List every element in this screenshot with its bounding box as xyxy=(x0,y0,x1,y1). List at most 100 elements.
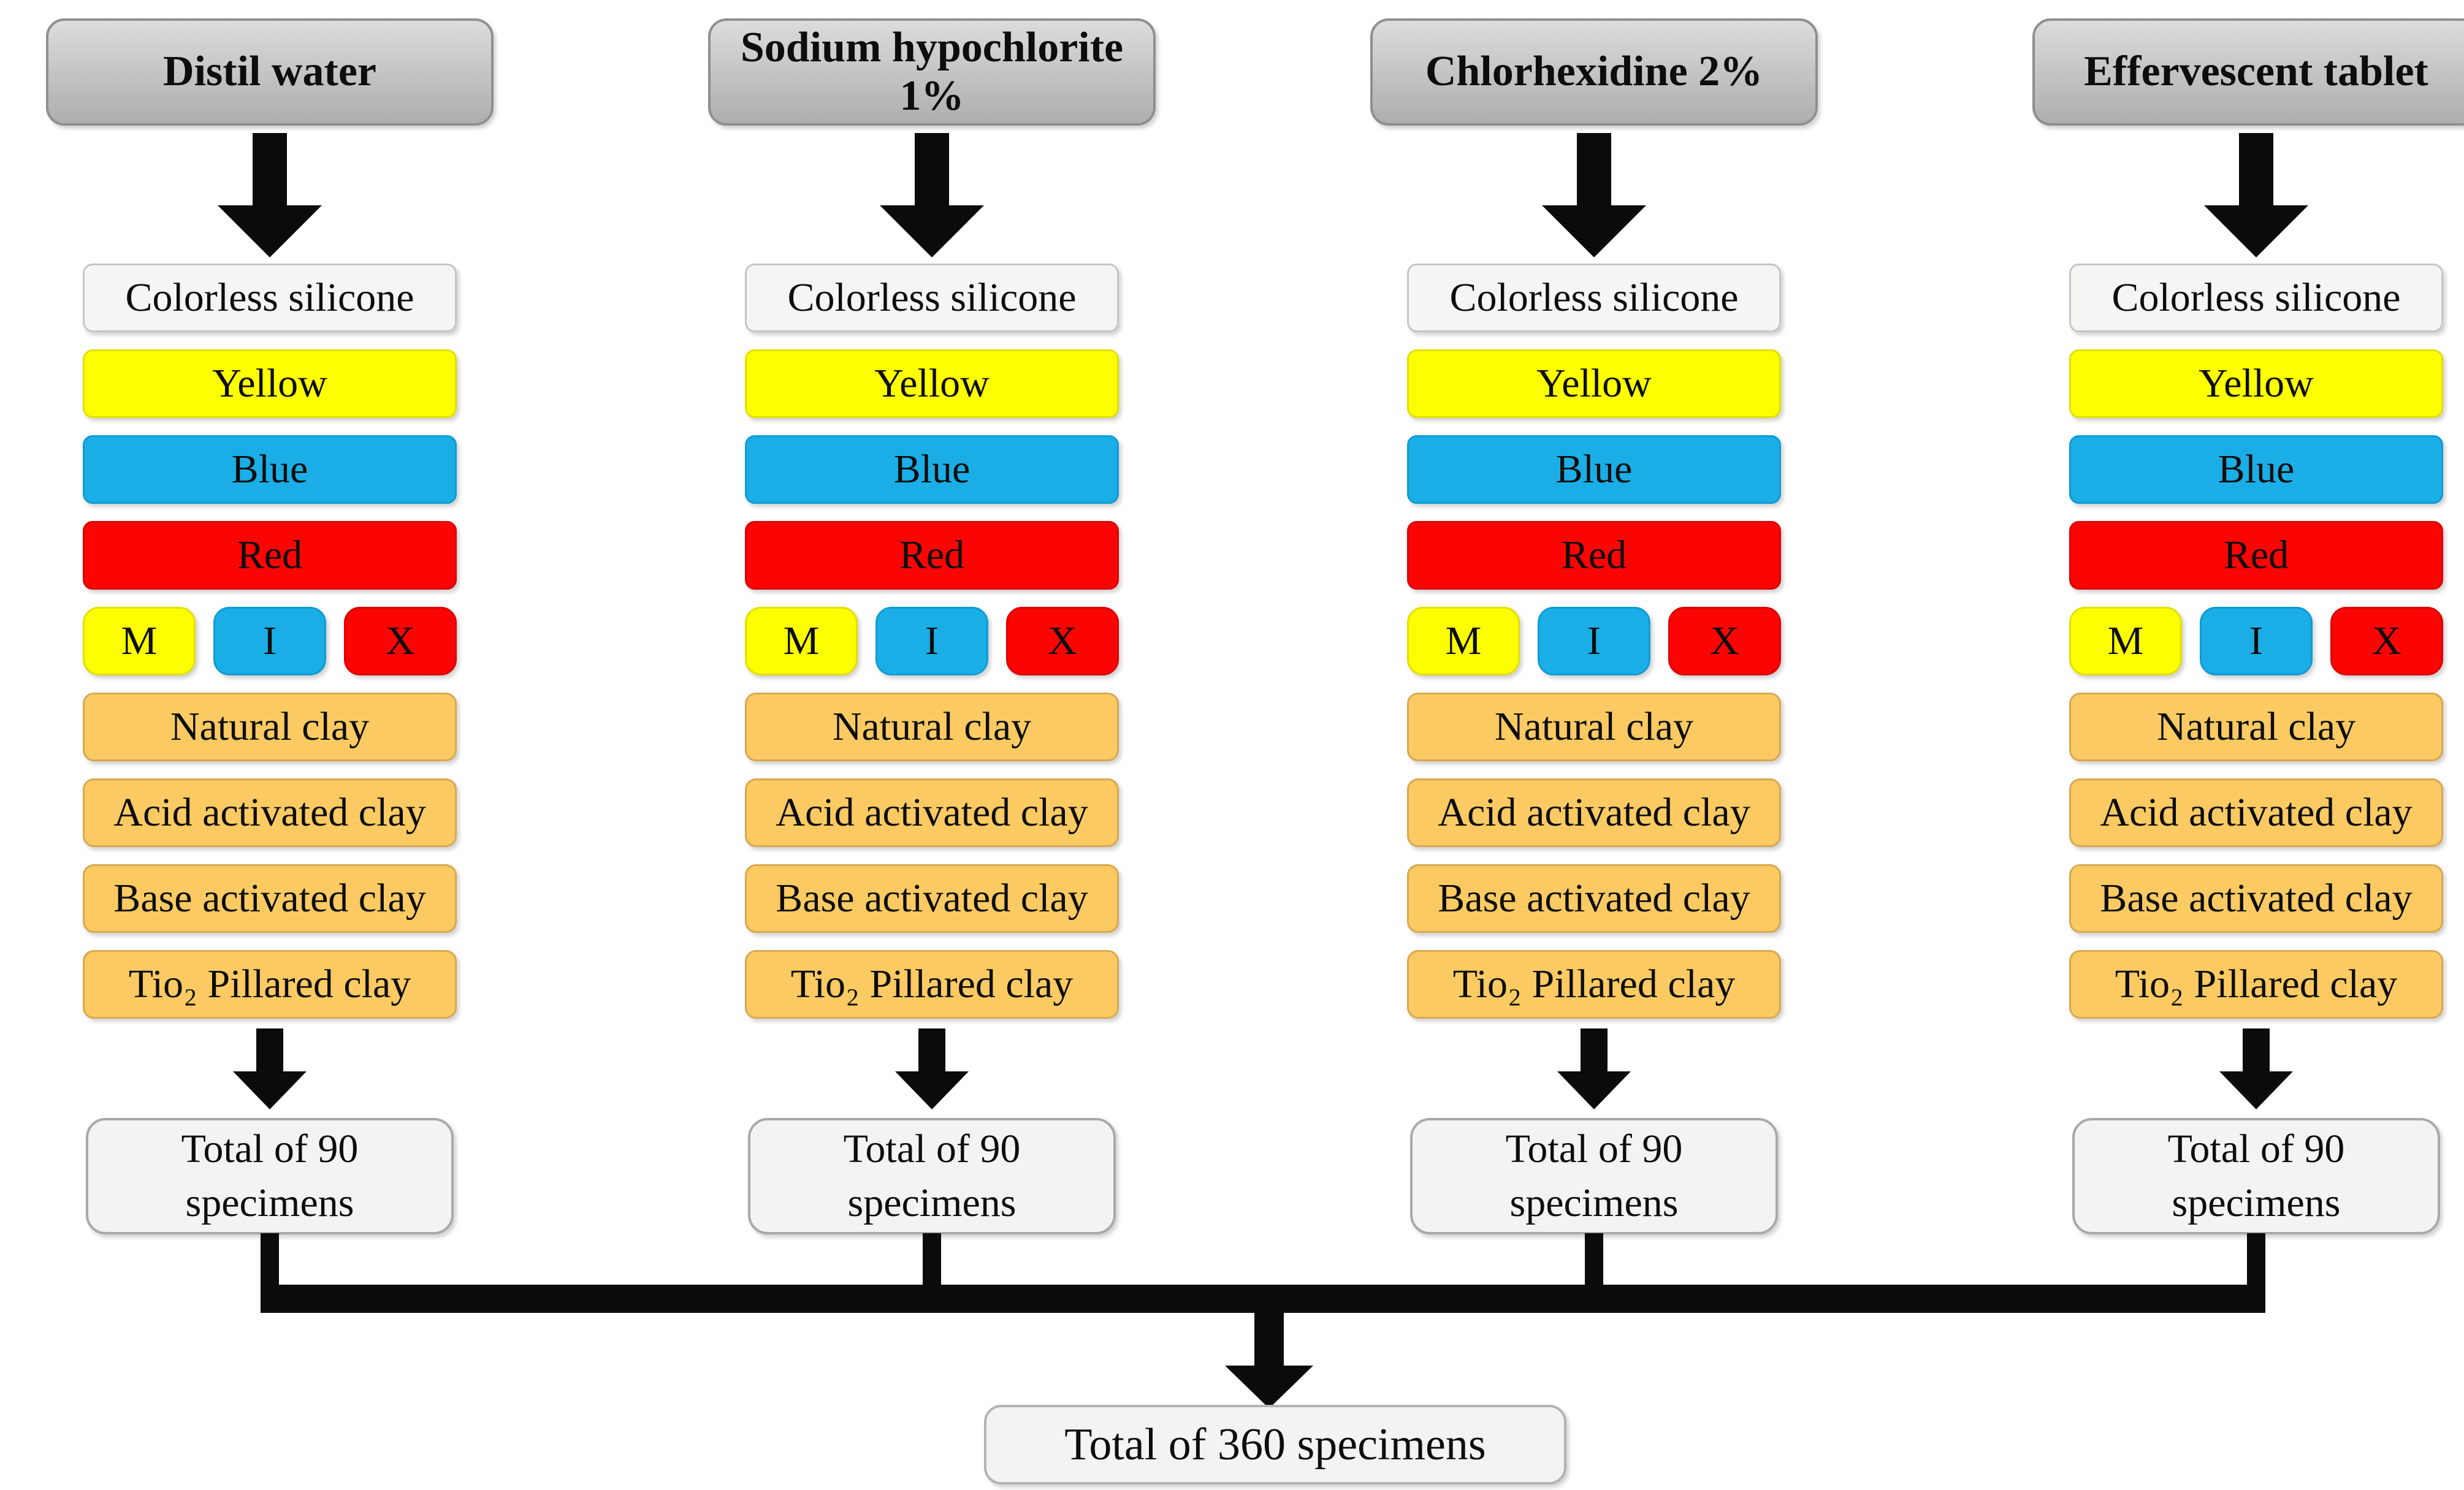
base-activated-clay-box: Base activated clay xyxy=(745,864,1119,933)
arrow-shaft xyxy=(915,133,949,205)
total-line2: specimens xyxy=(185,1180,354,1225)
blue-silicone-box: Blue xyxy=(745,435,1119,504)
colorless-silicone-box: Colorless silicone xyxy=(83,264,457,332)
down-arrow-icon xyxy=(233,1028,307,1109)
down-arrow-icon xyxy=(895,1028,969,1109)
natural-clay-box: Natural clay xyxy=(745,693,1119,761)
total-line1: Total of 90 xyxy=(181,1127,359,1171)
total-specimens-box: Total of 90 specimens xyxy=(2072,1118,2440,1234)
mix-box-x: X xyxy=(1006,607,1119,675)
connector-stub xyxy=(1585,1233,1603,1285)
down-arrow-icon xyxy=(1557,1028,1631,1109)
natural-clay-box: Natural clay xyxy=(1407,693,1781,761)
treatment-column-sodium-hypochlorite: Sodium hypochlorite 1% Colorless silicon… xyxy=(662,18,1202,1234)
colorless-silicone-box: Colorless silicone xyxy=(745,264,1119,332)
down-arrow-icon xyxy=(880,133,984,257)
mix-box-i: I xyxy=(875,607,988,675)
arrow-head xyxy=(1542,205,1646,257)
arrow-shaft xyxy=(1254,1313,1284,1366)
tio2-pillared-clay-box: Tio₂ Pillared clay xyxy=(745,950,1119,1019)
arrow-shaft xyxy=(1577,133,1611,205)
blue-silicone-box: Blue xyxy=(83,435,457,504)
red-silicone-box: Red xyxy=(745,521,1119,590)
down-arrow-icon xyxy=(2219,1028,2293,1109)
treatment-column-effervescent-tablet: Effervescent tablet Colorless silicone Y… xyxy=(1986,18,2464,1234)
mix-box-m: M xyxy=(745,607,858,675)
base-activated-clay-box: Base activated clay xyxy=(1407,864,1781,933)
connector-stub xyxy=(923,1233,941,1285)
mix-row: M I X xyxy=(83,607,457,675)
acid-activated-clay-box: Acid activated clay xyxy=(2069,778,2443,847)
yellow-silicone-box: Yellow xyxy=(2069,349,2443,418)
arrow-head xyxy=(2219,1071,2293,1109)
arrow-shaft xyxy=(256,1028,283,1071)
total-line1: Total of 90 xyxy=(2167,1127,2345,1171)
mix-box-x: X xyxy=(1668,607,1781,675)
colorless-silicone-box: Colorless silicone xyxy=(1407,264,1781,332)
colorless-silicone-box: Colorless silicone xyxy=(2069,264,2443,332)
treatment-header-box: Effervescent tablet xyxy=(2032,18,2464,126)
base-activated-clay-box: Base activated clay xyxy=(83,864,457,933)
arrow-shaft xyxy=(1581,1028,1608,1071)
mix-box-i: I xyxy=(1538,607,1650,675)
tio2-pillared-clay-box: Tio₂ Pillared clay xyxy=(83,950,457,1019)
red-silicone-box: Red xyxy=(83,521,457,590)
down-arrow-icon xyxy=(1223,1313,1315,1408)
total-specimens-box: Total of 90 specimens xyxy=(748,1118,1116,1234)
mix-box-i: I xyxy=(213,607,326,675)
mix-box-i: I xyxy=(2200,607,2313,675)
natural-clay-box: Natural clay xyxy=(83,693,457,761)
total-line1: Total of 90 xyxy=(843,1127,1021,1171)
yellow-silicone-box: Yellow xyxy=(1407,349,1781,418)
grand-total-box: Total of 360 specimens xyxy=(984,1405,1566,1484)
down-arrow-icon xyxy=(218,133,322,257)
total-line1: Total of 90 xyxy=(1505,1127,1683,1171)
arrow-head xyxy=(1225,1366,1313,1408)
acid-activated-clay-box: Acid activated clay xyxy=(1407,778,1781,847)
arrow-shaft xyxy=(253,133,287,205)
arrow-head xyxy=(218,205,322,257)
arrow-head xyxy=(895,1071,969,1109)
total-line2: specimens xyxy=(847,1180,1016,1225)
down-arrow-icon xyxy=(1542,133,1646,257)
treatment-column-distil-water: Distil water Colorless silicone Yellow B… xyxy=(0,18,540,1234)
total-line2: specimens xyxy=(1509,1180,1679,1225)
mix-box-m: M xyxy=(83,607,196,675)
treatment-header-box: Chlorhexidine 2% xyxy=(1370,18,1818,126)
blue-silicone-box: Blue xyxy=(1407,435,1781,504)
mix-box-m: M xyxy=(1407,607,1520,675)
total-line2: specimens xyxy=(2172,1180,2341,1225)
down-arrow-icon xyxy=(2204,133,2308,257)
red-silicone-box: Red xyxy=(1407,521,1781,590)
blue-silicone-box: Blue xyxy=(2069,435,2443,504)
connector-stub xyxy=(2247,1233,2265,1285)
yellow-silicone-box: Yellow xyxy=(745,349,1119,418)
acid-activated-clay-box: Acid activated clay xyxy=(83,778,457,847)
arrow-shaft xyxy=(918,1028,945,1071)
mix-row: M I X xyxy=(1407,607,1781,675)
arrow-shaft xyxy=(2243,1028,2270,1071)
connector-stub xyxy=(261,1233,279,1285)
treatment-header-box: Distil water xyxy=(46,18,494,126)
arrow-head xyxy=(1557,1071,1631,1109)
mix-row: M I X xyxy=(745,607,1119,675)
arrow-head xyxy=(880,205,984,257)
total-specimens-box: Total of 90 specimens xyxy=(1410,1118,1778,1234)
connector-horizontal-bar xyxy=(261,1285,2265,1313)
mix-box-x: X xyxy=(344,607,457,675)
mix-box-x: X xyxy=(2330,607,2443,675)
base-activated-clay-box: Base activated clay xyxy=(2069,864,2443,933)
yellow-silicone-box: Yellow xyxy=(83,349,457,418)
arrow-head xyxy=(2204,205,2308,257)
tio2-pillared-clay-box: Tio₂ Pillared clay xyxy=(1407,950,1781,1019)
mix-box-m: M xyxy=(2069,607,2182,675)
arrow-head xyxy=(233,1071,307,1109)
treatment-column-chlorhexidine: Chlorhexidine 2% Colorless silicone Yell… xyxy=(1324,18,1864,1234)
total-specimens-box: Total of 90 specimens xyxy=(86,1118,454,1234)
arrow-shaft xyxy=(2239,133,2273,205)
tio2-pillared-clay-box: Tio₂ Pillared clay xyxy=(2069,950,2443,1019)
mix-row: M I X xyxy=(2069,607,2443,675)
acid-activated-clay-box: Acid activated clay xyxy=(745,778,1119,847)
treatment-header-box: Sodium hypochlorite 1% xyxy=(708,18,1156,126)
